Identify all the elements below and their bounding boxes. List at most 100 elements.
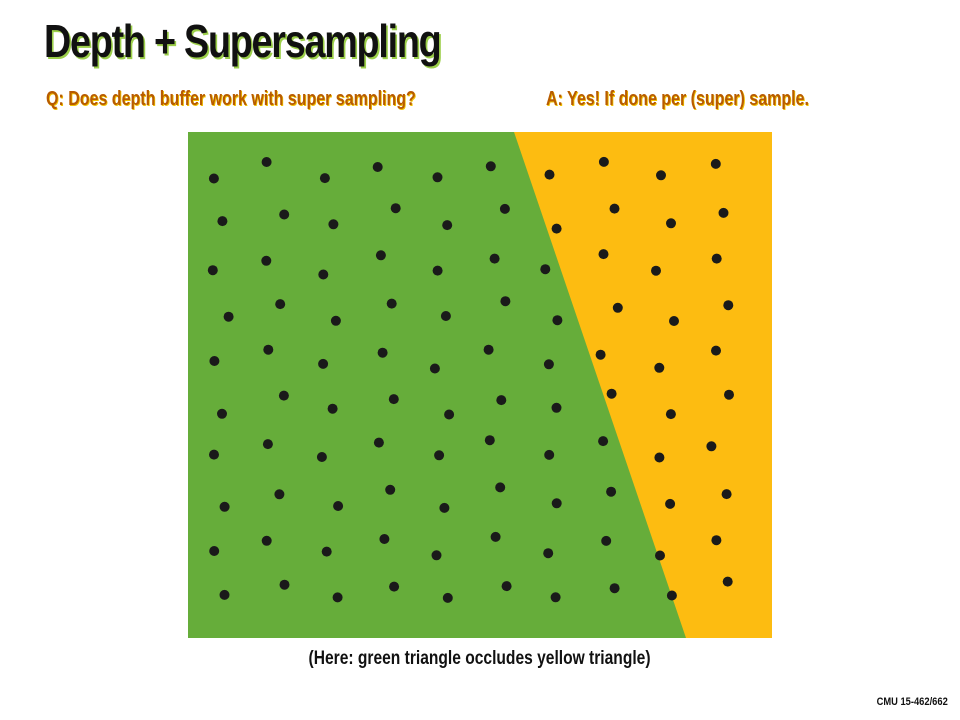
sample-dot — [706, 441, 717, 452]
sample-dot — [261, 535, 272, 546]
sample-dot — [279, 579, 290, 590]
sample-dot — [500, 296, 511, 307]
sample-dot — [484, 435, 495, 446]
sample-dot — [654, 452, 665, 463]
sample-dot — [217, 216, 228, 227]
sample-dot — [540, 264, 551, 275]
sample-dot — [485, 161, 496, 172]
sample-dot — [209, 449, 219, 460]
sample-dot — [496, 395, 507, 406]
sample-dot — [710, 158, 721, 169]
sample-dot — [223, 311, 234, 322]
sample-dot — [442, 220, 453, 231]
sample-dot — [439, 502, 450, 513]
sample-points — [207, 156, 734, 603]
sample-dot — [444, 409, 455, 420]
sample-dot — [261, 157, 272, 167]
sample-dot — [316, 452, 327, 462]
sample-dot — [711, 253, 722, 264]
sample-dot — [550, 592, 561, 603]
sample-dot — [718, 207, 729, 218]
sample-dot — [275, 299, 286, 310]
sample-dot — [601, 535, 612, 546]
sample-dot — [595, 349, 606, 360]
sample-dot — [388, 394, 399, 405]
sample-dot — [318, 269, 329, 280]
sample-dot — [431, 550, 442, 561]
sample-dot — [598, 436, 609, 447]
sample-dot — [669, 316, 679, 326]
sample-dot — [390, 203, 401, 214]
sample-dot — [544, 169, 555, 180]
sample-dot — [278, 390, 289, 401]
answer-text: A: Yes! If done per (super) sample. — [546, 88, 809, 110]
sample-dot — [385, 484, 396, 495]
sample-dot — [612, 302, 623, 313]
figure-canvas — [188, 132, 772, 638]
sample-dot — [332, 592, 343, 603]
sample-dot — [483, 344, 494, 355]
sample-dot — [375, 250, 386, 261]
sample-dot — [495, 482, 506, 493]
sample-dot — [208, 173, 219, 184]
sample-dot — [372, 162, 383, 172]
sample-dot — [429, 363, 440, 374]
sample-dot — [724, 389, 734, 400]
sample-dot — [609, 583, 620, 594]
sample-dot — [440, 311, 451, 321]
sample-dot — [598, 156, 609, 167]
caption-text: (Here: green triangle occludes yellow tr… — [309, 648, 651, 669]
sample-dot — [434, 450, 445, 461]
sample-dot — [711, 535, 722, 546]
course-tag: CMU 15-462/662 — [876, 696, 948, 708]
sample-dot — [666, 218, 676, 229]
sample-dot — [654, 362, 665, 373]
sample-dot — [379, 534, 390, 544]
sample-dot — [432, 172, 443, 183]
sample-dot — [318, 358, 329, 369]
sample-dot — [490, 531, 501, 542]
sample-dot — [377, 347, 388, 358]
sample-dot — [543, 548, 554, 559]
sample-dot — [321, 546, 332, 557]
sample-dot — [551, 402, 562, 413]
sample-dot — [386, 298, 397, 309]
sample-dot — [551, 223, 562, 234]
sample-dot — [219, 589, 230, 600]
sample-dot — [328, 219, 339, 230]
sample-dot — [373, 437, 384, 448]
sample-dot — [552, 315, 563, 326]
sample-dot — [711, 345, 721, 356]
sample-dot — [219, 501, 230, 512]
sample-dot — [489, 253, 500, 264]
sample-dot — [665, 498, 676, 509]
sample-dot — [330, 315, 341, 326]
sample-dot — [722, 576, 733, 587]
sample-dot — [261, 255, 272, 266]
sample-dot — [606, 486, 617, 497]
sample-dot — [551, 498, 562, 509]
sample-dot — [598, 249, 609, 260]
sample-dot — [389, 581, 400, 592]
sample-dot — [723, 300, 734, 311]
sample-dot — [262, 439, 273, 450]
sample-dot — [606, 388, 617, 399]
sample-dot — [327, 403, 338, 414]
sample-dot — [263, 344, 274, 355]
sample-dot — [209, 356, 220, 366]
sample-dot — [499, 203, 510, 214]
supersampling-figure — [188, 132, 772, 638]
sample-dot — [442, 592, 453, 603]
sample-dot — [217, 408, 227, 419]
sample-dot — [651, 265, 661, 276]
sample-dot — [209, 546, 220, 556]
sample-dot — [501, 581, 512, 592]
sample-dot — [544, 449, 555, 460]
sample-dot — [609, 203, 620, 214]
sample-dot — [665, 409, 676, 420]
sample-dot — [274, 489, 285, 500]
sample-dot — [319, 173, 330, 184]
sample-dot — [721, 489, 732, 500]
figure-caption: (Here: green triangle occludes yellow tr… — [0, 648, 960, 670]
sample-dot — [207, 265, 218, 276]
